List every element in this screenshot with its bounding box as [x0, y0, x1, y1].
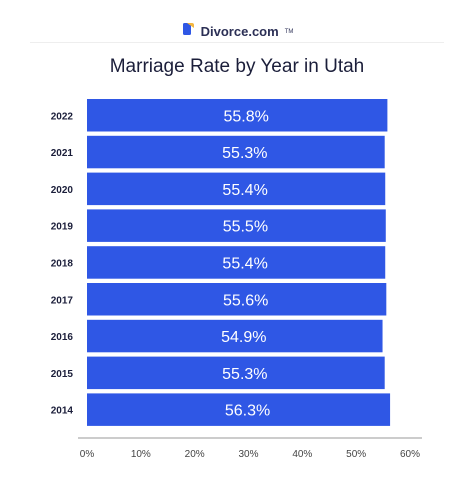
x-tick-label: 50%	[346, 449, 366, 460]
bar	[87, 393, 391, 426]
category-label: 2021	[51, 148, 74, 159]
x-tick-label: 30%	[238, 449, 258, 460]
category-label: 2014	[51, 406, 74, 417]
bar	[87, 319, 383, 353]
category-label: 2017	[51, 295, 74, 306]
data-label: 55.5%	[223, 219, 268, 236]
header-divider	[30, 42, 444, 43]
data-label: 55.4%	[222, 255, 267, 272]
divorce-logo-icon	[181, 22, 195, 41]
bar	[87, 135, 385, 169]
data-label: 54.9%	[221, 329, 266, 346]
bar	[87, 356, 385, 390]
category-label: 2015	[51, 369, 74, 380]
brand-trademark: TM	[284, 28, 294, 35]
category-label: 2016	[51, 332, 74, 343]
x-tick-label: 20%	[185, 449, 205, 460]
bar	[87, 209, 386, 242]
x-tick-label: 40%	[292, 449, 312, 460]
data-label: 55.3%	[222, 366, 267, 383]
category-label: 2020	[51, 185, 74, 196]
category-label: 2019	[51, 222, 74, 233]
bar	[87, 172, 386, 206]
category-label: 2022	[51, 111, 74, 122]
category-label: 2018	[51, 258, 74, 269]
x-tick-label: 60%	[400, 449, 420, 460]
data-label: 55.4%	[222, 182, 267, 199]
data-label: 56.3%	[225, 403, 270, 420]
bar	[87, 99, 388, 132]
brand-name: Divorce.com	[200, 24, 279, 39]
data-label: 55.6%	[223, 292, 268, 309]
bar	[87, 246, 386, 279]
x-tick-label: 0%	[80, 449, 95, 460]
data-label: 55.3%	[222, 145, 267, 162]
bar	[87, 283, 387, 316]
chart-title: Marriage Rate by Year in Utah	[109, 56, 365, 77]
data-label: 55.8%	[224, 108, 269, 125]
brand-header: Divorce.com TM	[0, 22, 474, 41]
x-tick-label: 10%	[131, 449, 151, 460]
